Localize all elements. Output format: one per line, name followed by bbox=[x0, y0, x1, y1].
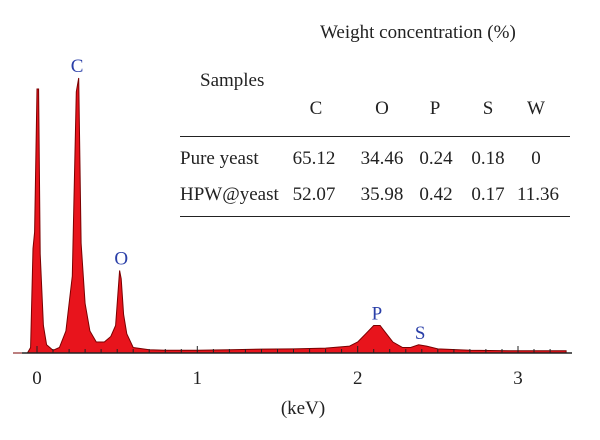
column-header-w: W bbox=[527, 98, 545, 119]
x-tick-label: 3 bbox=[513, 368, 523, 389]
cell-pure-yeast-o: 34.46 bbox=[360, 148, 404, 169]
cell-pure-yeast-w: 0 bbox=[531, 148, 541, 169]
cell-hpw-yeast-s: 0.17 bbox=[471, 184, 505, 205]
x-axis: 0 1 2 3 bbox=[22, 346, 572, 389]
x-tick-label: 2 bbox=[353, 368, 363, 389]
peak-label-p: P bbox=[372, 304, 383, 325]
row-label-pure-yeast: Pure yeast bbox=[180, 148, 259, 169]
cell-hpw-yeast-o: 35.98 bbox=[360, 184, 404, 205]
cell-pure-yeast-p: 0.24 bbox=[419, 148, 453, 169]
column-header-c: C bbox=[309, 98, 323, 119]
samples-header: Samples bbox=[200, 70, 265, 91]
cell-pure-yeast-c: 65.12 bbox=[292, 148, 336, 169]
cell-hpw-yeast-c: 52.07 bbox=[292, 184, 336, 205]
cell-hpw-yeast-w: 11.36 bbox=[516, 184, 560, 205]
peak-label-s: S bbox=[415, 323, 426, 344]
x-tick-label: 1 bbox=[193, 368, 203, 389]
column-header-s: S bbox=[482, 98, 494, 119]
column-header-o: O bbox=[375, 98, 389, 119]
column-header-p: P bbox=[429, 98, 441, 119]
row-label-hpw-yeast: HPW@yeast bbox=[180, 184, 279, 205]
cell-pure-yeast-s: 0.18 bbox=[471, 148, 505, 169]
table-rule-bottom bbox=[180, 216, 570, 217]
peak-label-c: C bbox=[71, 56, 84, 77]
peak-labels: C O P S bbox=[71, 56, 426, 344]
spectrum-marks bbox=[13, 77, 567, 354]
cell-hpw-yeast-p: 0.42 bbox=[419, 184, 453, 205]
table-rule-top bbox=[180, 136, 570, 137]
table-title: Weight concentration (%) bbox=[320, 22, 516, 43]
peak-label-o: O bbox=[114, 249, 128, 270]
x-axis-title: (keV) bbox=[281, 398, 325, 419]
x-tick-label: 0 bbox=[32, 368, 42, 389]
spectrum-area bbox=[13, 77, 567, 354]
